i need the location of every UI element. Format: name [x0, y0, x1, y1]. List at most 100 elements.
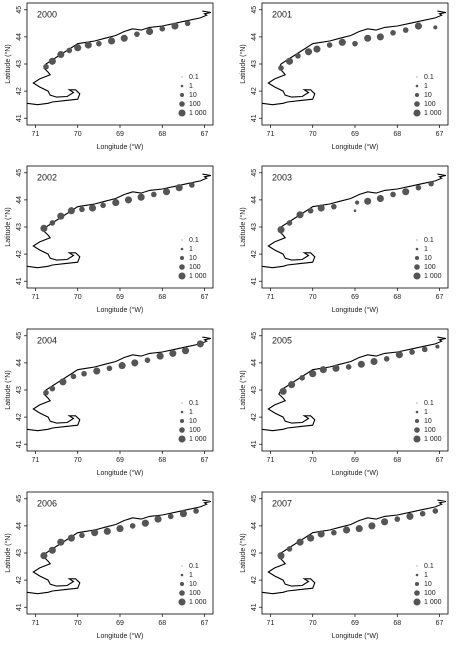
legend-label: 1 — [189, 83, 193, 90]
y-tick-label: 41 — [251, 277, 258, 285]
x-tick-label: 68 — [393, 131, 401, 138]
legend-label: 1 — [189, 572, 193, 579]
y-tick-label: 44 — [251, 522, 258, 530]
y-tick-label: 43 — [16, 549, 23, 557]
y-tick-label: 41 — [16, 603, 23, 611]
legend-bubble — [180, 84, 184, 88]
x-axis-label: Longitude (°W) — [332, 306, 379, 314]
legend-bubble — [414, 418, 420, 424]
catch-bubble — [40, 552, 48, 560]
legend-label: 1 000 — [189, 273, 207, 280]
legend-bubble — [414, 255, 420, 261]
x-axis-label: Longitude (°W) — [332, 143, 379, 151]
x-tick-label: 68 — [393, 620, 401, 627]
catch-bubble — [383, 356, 390, 362]
x-tick-label: 68 — [158, 294, 166, 301]
y-tick-label: 42 — [16, 87, 23, 95]
catch-bubble — [364, 34, 372, 42]
catch-bubble — [317, 204, 325, 212]
catch-bubble — [162, 188, 171, 196]
y-tick-label: 44 — [251, 359, 258, 367]
y-tick-label: 41 — [251, 114, 258, 122]
x-tick-label: 68 — [158, 131, 166, 138]
y-tick-label: 42 — [251, 250, 258, 258]
catch-bubble — [167, 513, 174, 520]
map-panel: 2003 71 70 69 68 67 41 42 43 44 45 Longitude (°W) La… — [239, 165, 449, 314]
catch-bubble — [57, 212, 65, 220]
catch-bubble — [112, 199, 120, 207]
legend-bubble — [415, 84, 419, 88]
legend-bubble — [415, 410, 419, 414]
x-axis-label: Longitude (°W) — [332, 632, 379, 640]
legend-bubble — [414, 427, 420, 433]
x-tick-label: 67 — [201, 131, 209, 138]
catch-bubble — [357, 360, 365, 368]
legend-label: 100 — [189, 427, 201, 434]
catch-bubble — [279, 387, 287, 395]
catch-bubble — [67, 534, 75, 542]
x-tick-label: 69 — [351, 294, 359, 301]
catch-bubble — [295, 53, 301, 59]
catch-bubble — [79, 206, 85, 213]
legend-label: 100 — [189, 101, 201, 108]
y-tick-label: 41 — [251, 603, 258, 611]
legend-label: 1 000 — [424, 436, 442, 443]
y-tick-label: 45 — [251, 495, 258, 503]
legend-bubble — [413, 435, 421, 443]
y-axis-label: Latitude (°N) — [239, 533, 247, 572]
x-tick-label: 71 — [32, 620, 40, 627]
catch-bubble — [189, 182, 195, 188]
legend-label: 10 — [424, 418, 432, 425]
catch-bubble — [40, 224, 48, 232]
legend-bubble — [181, 565, 183, 567]
y-tick-label: 43 — [16, 223, 23, 231]
catch-bubble — [100, 202, 106, 209]
catch-bubble — [313, 45, 321, 53]
x-axis-label: Longitude (°W) — [97, 306, 144, 314]
y-tick-label: 44 — [16, 196, 23, 204]
y-tick-label: 44 — [251, 196, 258, 204]
x-tick-label: 71 — [32, 131, 40, 138]
legend-label: 1 000 — [424, 110, 442, 117]
catch-bubble — [159, 25, 166, 32]
y-tick-label: 44 — [16, 33, 23, 41]
catch-bubble — [421, 346, 428, 353]
catch-bubble — [435, 344, 440, 349]
x-tick-label: 67 — [436, 294, 444, 301]
legend-bubble — [181, 239, 183, 241]
x-tick-label: 69 — [351, 457, 359, 464]
catch-bubble — [304, 48, 313, 56]
legend-bubble — [414, 101, 420, 107]
legend-label: 1 — [424, 83, 428, 90]
catch-bubble — [137, 193, 145, 201]
legend-bubble — [415, 573, 419, 577]
legend-label: 10 — [424, 92, 432, 99]
legend-bubble — [178, 598, 186, 606]
catch-bubble — [81, 370, 87, 377]
catch-bubble — [70, 373, 77, 380]
catch-bubble — [107, 37, 116, 45]
x-tick-label: 69 — [116, 457, 124, 464]
catch-bubble — [390, 191, 396, 198]
legend-bubble — [179, 581, 185, 587]
catch-bubble — [196, 340, 204, 348]
catch-bubble — [91, 529, 99, 537]
x-tick-label: 69 — [116, 620, 124, 627]
panel-year: 2007 — [272, 498, 292, 508]
y-tick-label: 45 — [16, 332, 23, 340]
catch-bubble — [154, 515, 162, 523]
catch-bubble — [79, 532, 85, 539]
map-panel: 2000 71 70 69 68 67 41 42 43 44 45 Longitude (°W) La… — [4, 2, 214, 151]
x-tick-label: 69 — [351, 620, 359, 627]
legend-bubble — [413, 598, 421, 606]
legend-label: 1 000 — [189, 110, 207, 117]
legend-bubble — [414, 590, 420, 596]
legend-label: 1 000 — [189, 599, 207, 606]
y-axis-label: Latitude (°N) — [4, 533, 12, 572]
legend-bubble — [179, 418, 185, 424]
y-tick-label: 43 — [251, 549, 258, 557]
legend-bubble — [414, 581, 420, 587]
legend-bubble — [178, 435, 186, 443]
catch-bubble — [106, 365, 113, 372]
legend-label: 100 — [424, 427, 436, 434]
